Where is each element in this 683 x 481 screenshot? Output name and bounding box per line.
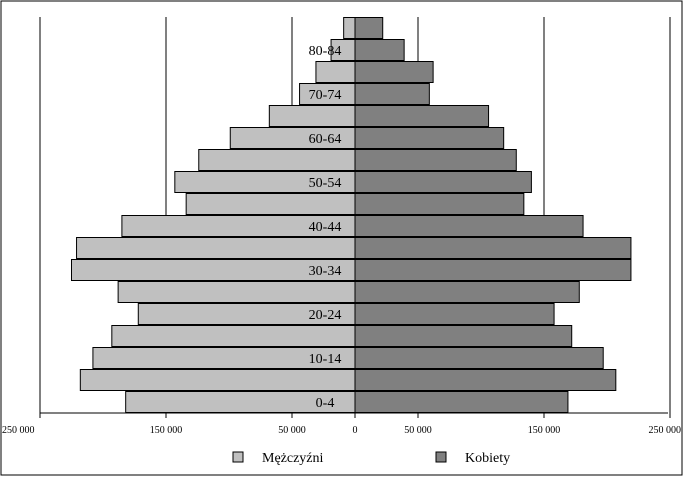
bar-female-25-29 xyxy=(354,281,580,303)
x-tick-label-0: 250 000 xyxy=(2,425,35,436)
x-tick-label-3: 0 xyxy=(353,425,358,436)
age-labels-group: 0-4 10-14 20-24 30-34 40-44 50-54 60-64 70-74 80… xyxy=(309,44,342,411)
bar-female-70-74 xyxy=(354,83,430,105)
bar-female-55-59 xyxy=(354,149,517,171)
bar-male-15-19 xyxy=(111,325,356,347)
bar-female-45-49 xyxy=(354,193,525,215)
bar-male-55-59 xyxy=(198,149,356,171)
bar-female-80-84 xyxy=(354,39,405,61)
bar-female-20-24 xyxy=(354,303,555,325)
legend: Mężczyźni Kobiety xyxy=(232,451,510,466)
age-label-20-24: 20-24 xyxy=(309,308,342,323)
legend-swatch-0 xyxy=(232,451,244,463)
legend-label-0: Mężczyźni xyxy=(262,451,324,466)
x-tick-label-4: 50 000 xyxy=(404,425,432,436)
bar-female-85+ xyxy=(354,17,384,39)
age-label-50-54: 50-54 xyxy=(309,176,342,191)
age-label-0-4: 0-4 xyxy=(316,396,335,411)
age-label-30-34: 30-34 xyxy=(309,264,342,279)
bar-female-15-19 xyxy=(354,325,573,347)
x-tick-label-2: 50 000 xyxy=(278,425,306,436)
bar-male-85+ xyxy=(343,17,356,39)
bar-female-65-69 xyxy=(354,105,490,127)
x-tick-label-5: 150 000 xyxy=(528,425,561,436)
bar-female-60-64 xyxy=(354,127,505,149)
bar-male-5-9 xyxy=(79,369,356,391)
bar-male-75-79 xyxy=(315,61,356,83)
bar-female-50-54 xyxy=(354,171,532,193)
bar-female-35-39 xyxy=(354,237,632,259)
bar-female-30-34 xyxy=(354,259,632,281)
bar-male-65-69 xyxy=(268,105,356,127)
bars-group xyxy=(71,17,632,413)
age-label-70-74: 70-74 xyxy=(309,88,342,103)
x-tick-label-1: 150 000 xyxy=(150,425,183,436)
x-tick-label-6: 250 000 xyxy=(649,425,682,436)
age-label-10-14: 10-14 xyxy=(309,352,342,367)
bar-female-5-9 xyxy=(354,369,617,391)
bar-female-75-79 xyxy=(354,61,434,83)
age-label-80-84: 80-84 xyxy=(309,44,342,59)
legend-swatch-1 xyxy=(435,451,447,463)
bar-male-25-29 xyxy=(117,281,356,303)
bar-male-35-39 xyxy=(76,237,356,259)
bar-female-0-4 xyxy=(354,391,569,413)
x-axis: 250 000 150 000 50 000 0 50 000 150 000 250 00… xyxy=(2,412,682,436)
legend-label-1: Kobiety xyxy=(465,451,510,466)
age-label-40-44: 40-44 xyxy=(309,220,342,235)
bar-female-10-14 xyxy=(354,347,604,369)
age-label-60-64: 60-64 xyxy=(309,132,342,147)
bar-female-40-44 xyxy=(354,215,584,237)
bar-male-45-49 xyxy=(185,193,356,215)
